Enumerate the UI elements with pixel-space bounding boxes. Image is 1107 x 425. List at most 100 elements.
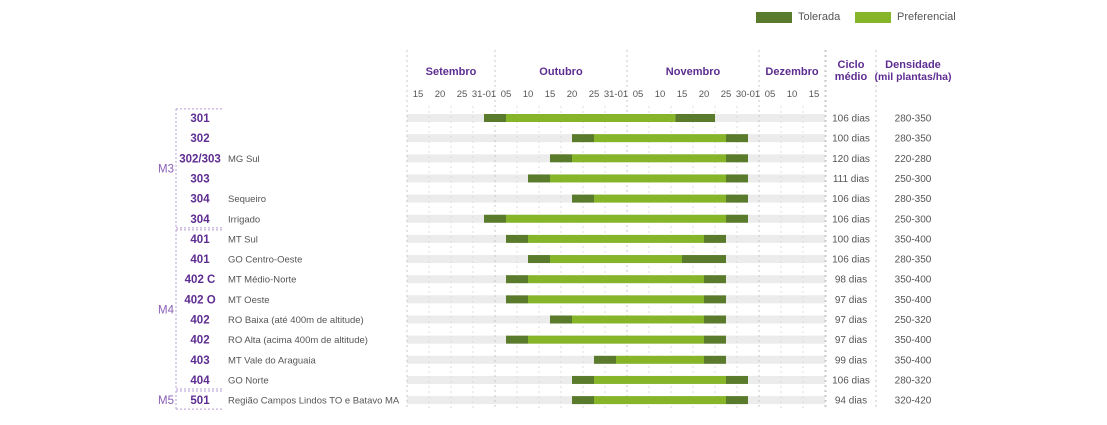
tolerated-bar — [704, 234, 726, 243]
tick-label: 31-01 — [472, 89, 496, 100]
tick-label: 20 — [435, 89, 446, 100]
preferential-bar — [594, 194, 726, 203]
cycle-header-line1: Ciclo — [838, 59, 865, 71]
cycle-header-line2: médio — [835, 71, 868, 83]
density-unit: (mil plantas/ha) — [874, 71, 951, 83]
tolerated-bar — [682, 255, 726, 264]
preferential-bar — [572, 154, 726, 163]
preferential-bar — [528, 275, 704, 284]
tick-label: 15 — [809, 89, 820, 100]
tolerated-bar — [572, 396, 594, 405]
tick-label: 31-01 — [604, 89, 628, 100]
preferential-bar — [616, 355, 704, 364]
tick-label: 15 — [413, 89, 424, 100]
hybrid-code: 301 — [190, 113, 210, 125]
tolerated-bar — [726, 134, 748, 143]
region-label: Irrigado — [228, 214, 260, 225]
tolerated-bar — [704, 315, 726, 324]
cycle-value: 106 dias — [832, 375, 870, 386]
preferential-bar — [528, 335, 704, 344]
tick-label: 15 — [677, 89, 688, 100]
tick-label: 25 — [589, 89, 600, 100]
cycle-value: 97 dias — [835, 295, 867, 306]
legend-swatch-tolerada — [756, 12, 792, 23]
preferential-bar — [528, 234, 704, 243]
cycle-value: 98 dias — [835, 275, 867, 286]
hybrid-code: 302 — [190, 133, 209, 145]
month-label: Dezembro — [765, 66, 818, 78]
hybrid-code: 403 — [190, 355, 209, 367]
tick-label: 25 — [721, 89, 732, 100]
region-label: RO Alta (acima 400m de altitude) — [228, 335, 368, 346]
preferential-bar — [550, 174, 726, 183]
region-label: Região Campos Lindos TO e Batavo MA — [228, 396, 400, 407]
tick-label: 05 — [501, 89, 512, 100]
tolerated-bar — [506, 234, 528, 243]
hybrid-code: 304 — [190, 214, 210, 226]
cycle-value: 111 dias — [833, 174, 869, 185]
density-value: 320-420 — [895, 396, 932, 407]
region-label: RO Baixa (até 400m de altitude) — [228, 315, 364, 326]
hybrid-code: 404 — [190, 375, 210, 387]
tolerated-bar — [550, 154, 572, 163]
month-label: Novembro — [666, 66, 721, 78]
tolerated-bar — [572, 134, 594, 143]
cycle-value: 97 dias — [835, 315, 867, 326]
region-label: MT Oeste — [228, 295, 270, 306]
density-value: 280-350 — [895, 255, 932, 266]
cycle-value: 106 dias — [832, 114, 870, 125]
tolerated-bar — [528, 174, 550, 183]
region-label: MT Médio-Norte — [228, 275, 296, 286]
region-label: MG Sul — [228, 154, 260, 165]
tolerated-bar — [506, 335, 528, 344]
preferential-bar — [594, 375, 726, 384]
tolerated-bar — [484, 114, 506, 122]
month-label: Outubro — [539, 66, 583, 78]
tolerated-bar — [704, 355, 726, 364]
region-label: Sequeiro — [228, 194, 266, 205]
tolerated-bar — [726, 154, 748, 163]
preferential-bar — [528, 295, 704, 304]
tolerated-bar — [550, 315, 572, 324]
hybrid-code: 402 — [190, 335, 209, 347]
preferential-bar — [594, 134, 726, 143]
cycle-value: 106 dias — [832, 214, 870, 225]
month-label: Setembro — [426, 66, 477, 78]
density-value: 350-400 — [895, 335, 932, 346]
hybrid-code: 304 — [190, 194, 210, 206]
hybrid-code: 302/303 — [179, 153, 221, 165]
preferential-bar — [572, 315, 704, 324]
hybrid-code: 303 — [190, 173, 209, 185]
hybrid-code: 401 — [190, 234, 210, 246]
preferential-bar — [550, 255, 682, 264]
tick-label: 20 — [567, 89, 578, 100]
cycle-value: 106 dias — [832, 255, 870, 266]
tolerated-bar — [726, 214, 748, 223]
tolerated-bar — [528, 255, 550, 264]
tick-label: 05 — [765, 89, 776, 100]
tolerated-bar — [506, 275, 528, 284]
tolerated-bar — [594, 355, 616, 364]
tolerated-bar — [726, 396, 748, 405]
tick-label: 05 — [633, 89, 644, 100]
tolerated-bar — [506, 295, 528, 304]
density-header: Densidade — [885, 59, 941, 71]
legend-swatch-preferencial — [855, 12, 891, 23]
maturity-group-label: M3 — [158, 163, 174, 175]
tolerated-bar — [704, 335, 726, 344]
density-value: 280-350 — [895, 134, 932, 145]
tick-label: 30-01 — [736, 89, 760, 100]
preferential-bar — [506, 114, 676, 122]
tolerated-bar — [726, 194, 748, 203]
region-label: MT Sul — [228, 234, 258, 245]
region-label: GO Norte — [228, 375, 269, 386]
cycle-value: 100 dias — [832, 234, 870, 245]
hybrid-code: 401 — [190, 254, 210, 266]
cycle-value: 94 dias — [835, 396, 867, 407]
legend-label-tolerada: Tolerada — [798, 11, 841, 23]
cycle-value: 97 dias — [835, 335, 867, 346]
tolerated-bar — [726, 174, 748, 183]
density-value: 350-400 — [895, 295, 932, 306]
hybrid-code: 402 C — [185, 274, 216, 286]
density-value: 350-400 — [895, 275, 932, 286]
